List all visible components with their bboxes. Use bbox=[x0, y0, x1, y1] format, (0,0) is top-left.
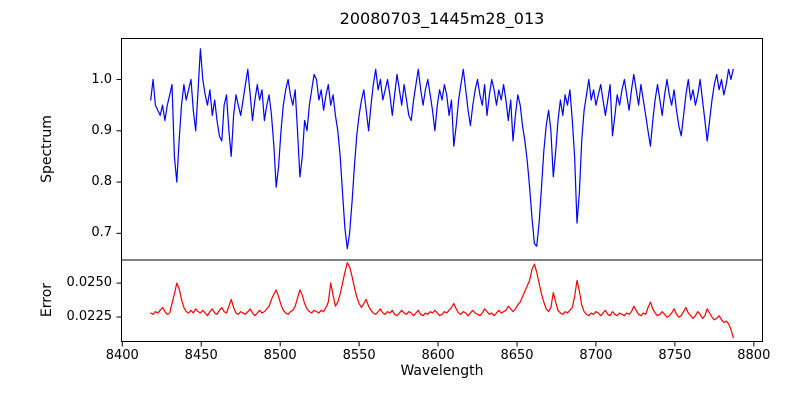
error-line bbox=[150, 262, 734, 338]
x-tick-label: 8700 bbox=[579, 348, 613, 363]
y-tick-label: 0.7 bbox=[91, 225, 112, 241]
x-tick-label: 8650 bbox=[500, 348, 534, 363]
tick-marks bbox=[116, 79, 755, 347]
x-tick-label: 8450 bbox=[184, 348, 218, 363]
x-tick-label: 8600 bbox=[421, 348, 455, 363]
x-tick-label: 8500 bbox=[263, 348, 297, 363]
spectrum-plot-area bbox=[121, 38, 763, 261]
x-tick-label: 8750 bbox=[658, 348, 692, 363]
x-tick-label: 8400 bbox=[105, 348, 139, 363]
y-tick-label: 0.0250 bbox=[66, 275, 113, 291]
y-tick-label: 0.0225 bbox=[66, 309, 113, 325]
spectrum-y-axis-label: Spectrum bbox=[39, 115, 55, 183]
y-tick-label: 0.8 bbox=[91, 174, 112, 190]
x-axis-label: Wavelength bbox=[400, 363, 484, 379]
y-tick-label: 0.9 bbox=[91, 122, 112, 138]
spectrum-line bbox=[150, 48, 734, 250]
x-tick-label: 8550 bbox=[342, 348, 376, 363]
error-y-axis-label: Error bbox=[39, 282, 55, 318]
error-plot-area bbox=[121, 259, 763, 342]
chart-title: 20080703_1445m28_013 bbox=[339, 9, 545, 28]
x-tick-label: 8800 bbox=[737, 348, 771, 363]
y-tick-label: 1.0 bbox=[91, 71, 112, 87]
